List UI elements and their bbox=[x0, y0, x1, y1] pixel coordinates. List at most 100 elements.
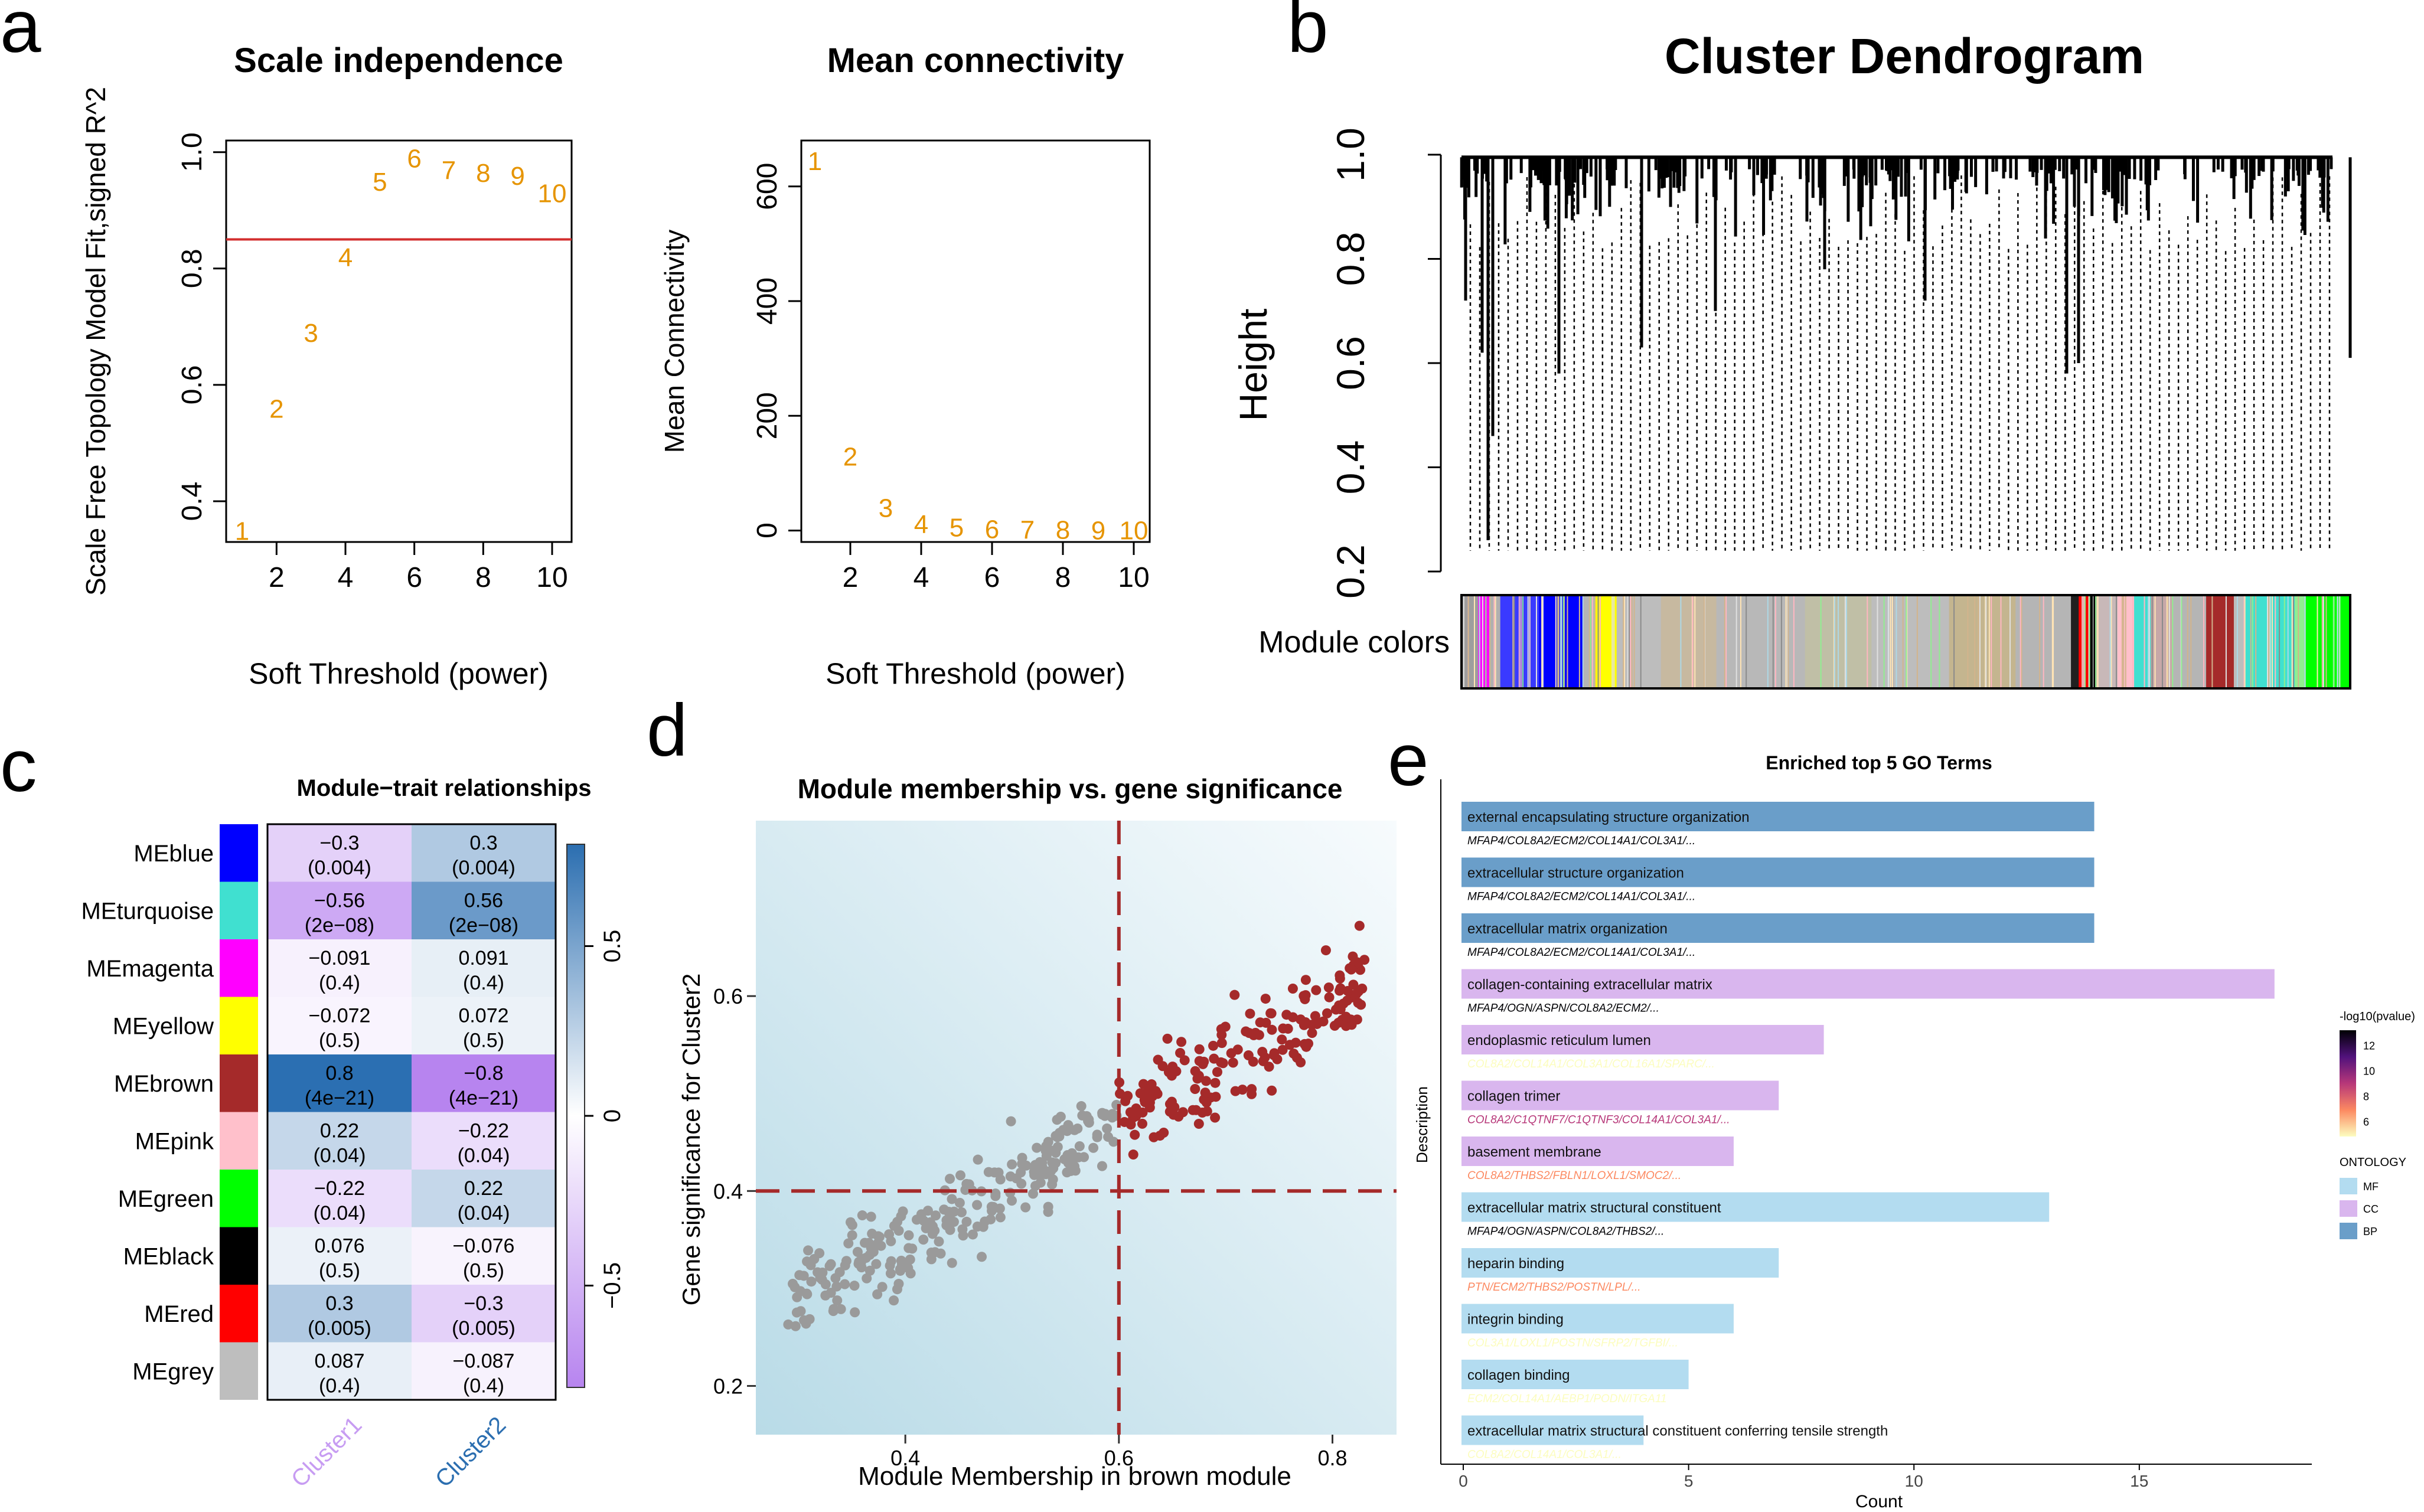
gene-point bbox=[1322, 1008, 1332, 1018]
gene-point bbox=[805, 1260, 816, 1271]
go-term-label: basement membrane bbox=[1467, 1144, 1601, 1160]
y-tick-label: 400 bbox=[752, 277, 783, 325]
y-tick-label: 0.2 bbox=[713, 1374, 743, 1398]
gene-point bbox=[995, 1174, 1006, 1185]
go-bar bbox=[1461, 1080, 1779, 1111]
module-color-stripe bbox=[1613, 595, 1615, 688]
gene-point bbox=[843, 1238, 854, 1249]
ontology-key-label: MF bbox=[2363, 1181, 2379, 1193]
go-term-label: collagen trimer bbox=[1467, 1089, 1560, 1105]
heatmap-cell-pvalue: (0.004) bbox=[308, 857, 371, 879]
module-color-stripe bbox=[1630, 595, 1632, 688]
gene-point bbox=[929, 1225, 940, 1236]
x-tick-label: 0.6 bbox=[1104, 1446, 1134, 1470]
gene-point bbox=[956, 1207, 967, 1217]
module-color-stripe bbox=[2250, 595, 2252, 688]
module-color-stripe bbox=[1902, 595, 1904, 688]
module-color-stripe bbox=[2287, 595, 2289, 688]
module-color-segment bbox=[2172, 595, 2207, 688]
y-tick-label: 0.6 bbox=[177, 365, 208, 405]
gene-point bbox=[1268, 1050, 1279, 1060]
gene-point bbox=[1232, 1044, 1243, 1055]
module-color-stripe bbox=[1740, 595, 1741, 688]
module-color-stripe bbox=[1557, 595, 1559, 688]
gene-point bbox=[1307, 1028, 1317, 1039]
power-point: 10 bbox=[538, 179, 567, 208]
gene-point bbox=[864, 1265, 875, 1276]
module-label: MEblue bbox=[133, 841, 214, 867]
module-color-stripe bbox=[1513, 595, 1515, 688]
module-color-swatch bbox=[220, 824, 258, 882]
gene-point bbox=[1092, 1132, 1102, 1142]
go-gene-list: COL8A2/THBS2/FBLN1/LOXL1/SMOC2/... bbox=[1467, 1170, 1681, 1182]
go-term-label: extracellular matrix structural constitu… bbox=[1467, 1200, 1721, 1216]
heatmap-cell-pvalue: (0.04) bbox=[314, 1144, 366, 1167]
x-tick-label: 4 bbox=[338, 562, 354, 593]
module-color-stripe bbox=[2092, 595, 2094, 688]
gene-point bbox=[990, 1191, 1001, 1201]
module-color-stripe bbox=[1725, 595, 1727, 688]
module-color-swatch bbox=[220, 939, 258, 997]
module-color-stripe bbox=[1560, 595, 1562, 688]
gene-point bbox=[1006, 1196, 1017, 1206]
gene-point bbox=[1131, 1111, 1141, 1121]
gene-point bbox=[1311, 1018, 1322, 1029]
heatmap-cell-pvalue: (2e−08) bbox=[305, 914, 374, 936]
gene-point bbox=[1177, 1107, 1188, 1118]
go-gene-list: COL3A1/LOXL1/POSTN/SFRP2/TGFBI/... bbox=[1467, 1337, 1678, 1350]
mean-connectivity-xlabel: Soft Threshold (power) bbox=[826, 657, 1125, 690]
gene-point bbox=[1043, 1207, 1053, 1217]
pvalue-legend-title: -log10(pvalue) bbox=[2340, 1010, 2415, 1023]
heatmap-cell-value: 0.56 bbox=[464, 889, 503, 912]
gene-point bbox=[989, 1167, 1000, 1178]
gene-point bbox=[1176, 1037, 1187, 1047]
y-tick-label: 0.8 bbox=[1329, 232, 1372, 286]
module-color-stripe bbox=[1883, 595, 1885, 688]
module-label: MEgrey bbox=[132, 1358, 214, 1384]
module-color-stripe bbox=[1833, 595, 1835, 688]
module-color-stripe bbox=[1474, 595, 1476, 688]
module-color-stripe bbox=[1985, 595, 1986, 688]
gene-point bbox=[1191, 1105, 1202, 1115]
heatmap-cell-value: 0.087 bbox=[314, 1350, 364, 1372]
gene-point bbox=[948, 1217, 959, 1227]
gene-point bbox=[1320, 945, 1331, 956]
go-title: Enriched top 5 GO Terms bbox=[1766, 752, 1992, 773]
module-color-stripe bbox=[1633, 595, 1635, 688]
module-color-stripe bbox=[1780, 595, 1782, 688]
heatmap-cell bbox=[412, 1285, 556, 1343]
gene-point bbox=[849, 1281, 860, 1291]
module-color-stripe bbox=[2109, 595, 2111, 688]
heatmap-cell bbox=[412, 881, 556, 939]
module-color-stripe bbox=[1867, 595, 1868, 688]
module-color-segment bbox=[2071, 595, 2079, 688]
panel-letter-d: d bbox=[647, 690, 688, 772]
go-term-label: external encapsulating structure organiz… bbox=[1467, 809, 1750, 825]
gene-point bbox=[789, 1282, 800, 1292]
x-tick-label: 8 bbox=[1055, 562, 1071, 593]
gene-point bbox=[1335, 1004, 1346, 1014]
panel-letter-c: c bbox=[0, 725, 37, 807]
heatmap-cell-pvalue: (0.5) bbox=[319, 1259, 360, 1282]
module-color-stripe bbox=[2298, 595, 2299, 688]
go-term-label: integrin binding bbox=[1467, 1312, 1564, 1328]
module-color-stripe bbox=[1680, 595, 1682, 688]
ontology-key-label: BP bbox=[2363, 1226, 2377, 1237]
mm-vs-gs-scatter: Module membership vs. gene significance … bbox=[677, 773, 1397, 1491]
gene-point bbox=[1016, 1178, 1027, 1189]
module-color-swatch bbox=[220, 1170, 258, 1227]
gene-point bbox=[1348, 979, 1359, 990]
module-color-stripe bbox=[2125, 595, 2126, 688]
x-tick-label: 4 bbox=[914, 562, 929, 593]
gene-point bbox=[840, 1260, 850, 1271]
module-color-stripe bbox=[1978, 595, 1979, 688]
gene-point bbox=[961, 1216, 972, 1227]
gene-point bbox=[1137, 1118, 1147, 1129]
module-color-stripe bbox=[1562, 595, 1564, 688]
gene-point bbox=[857, 1210, 867, 1221]
y-tick-label: 0.4 bbox=[1329, 440, 1372, 495]
gene-point bbox=[896, 1259, 907, 1270]
module-color-frame bbox=[1460, 594, 2351, 690]
module-color-stripe bbox=[1845, 595, 1847, 688]
module-trait-heatmap: Module−trait relationships MEblue −0.3(0.… bbox=[81, 775, 625, 1493]
